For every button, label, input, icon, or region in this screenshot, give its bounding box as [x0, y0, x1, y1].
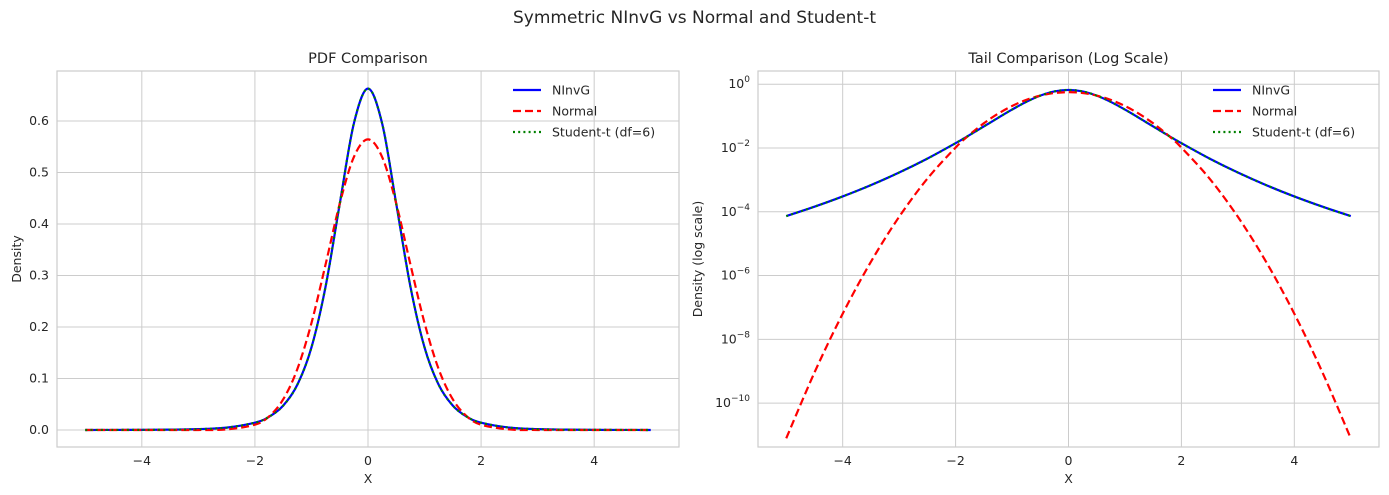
series-line-ninvg — [785, 88, 1352, 218]
y-tick-base: 10 — [721, 331, 737, 346]
legend-label: Normal — [1252, 104, 1297, 119]
x-tick-label: 2 — [1177, 453, 1185, 468]
x-tick-label: 2 — [477, 453, 485, 468]
x-axis-label: X — [1064, 471, 1073, 486]
y-tick-exponent: −4 — [737, 203, 751, 213]
y-tick-label: 10−8 — [721, 330, 750, 346]
y-tick-label: 0.0 — [29, 422, 49, 437]
x-tick-label: 0 — [1065, 453, 1073, 468]
y-tick-label: 0.6 — [29, 113, 49, 128]
x-tick-label: −4 — [133, 453, 151, 468]
y-tick-exponent: −2 — [737, 139, 750, 149]
y-tick-label: 0.2 — [29, 319, 49, 334]
y-tick-base: 10 — [715, 395, 731, 410]
y-tick-exponent: 0 — [744, 75, 750, 85]
y-tick-base: 10 — [721, 140, 737, 155]
x-tick-label: 4 — [1290, 453, 1298, 468]
legend-label: NInvG — [1252, 83, 1290, 98]
y-tick-exponent: −6 — [737, 267, 751, 277]
y-tick-exponent: −8 — [737, 330, 751, 340]
x-axis-label: X — [364, 471, 373, 486]
legend: NInvG Normal Student-t (df=6) — [1213, 83, 1355, 140]
y-axis-label: Density (log scale) — [690, 201, 705, 318]
legend-label: Normal — [552, 104, 597, 119]
y-tick-label: 10−2 — [721, 139, 750, 155]
y-tick-exponent: −10 — [731, 394, 750, 404]
legend: NInvG Normal Student-t (df=6) — [513, 83, 655, 140]
y-tick-base: 10 — [721, 268, 737, 283]
series-line-ninvg — [85, 87, 651, 432]
series-line-normal — [85, 138, 651, 432]
y-tick-label: 100 — [728, 75, 750, 91]
y-tick-label: 0.1 — [29, 370, 49, 385]
chart-title: PDF Comparison — [308, 51, 428, 67]
x-tick-label: −2 — [246, 453, 264, 468]
legend-label: NInvG — [552, 83, 590, 98]
axes-frame — [56, 70, 680, 448]
y-tick-label: 10−10 — [715, 394, 750, 410]
x-tick-label: 4 — [590, 453, 598, 468]
y-tick-label: 0.3 — [29, 267, 49, 282]
y-tick-label: 10−6 — [721, 267, 750, 283]
y-tick-label: 10−4 — [721, 203, 750, 219]
y-tick-label: 0.5 — [29, 164, 49, 179]
y-tick-label: 0.4 — [29, 216, 49, 231]
legend-label: Student-t (df=6) — [552, 125, 655, 140]
y-tick-base: 10 — [721, 204, 737, 219]
axes-frame — [757, 70, 1380, 448]
chart-1: −4 −2 0 2 4 0.0 0.1 0.2 0.3 0.4 0.5 0.6 PDF Comparis… — [9, 51, 680, 486]
x-tick-label: 0 — [364, 453, 372, 468]
x-tick-label: −4 — [833, 453, 851, 468]
figure-title: Symmetric NInvG vs Normal and Student-t — [512, 8, 877, 28]
chart-title: Tail Comparison (Log Scale) — [967, 51, 1168, 67]
y-tick-base: 10 — [728, 76, 744, 91]
legend-label: Student-t (df=6) — [1252, 125, 1355, 140]
y-axis-label: Density — [9, 235, 24, 283]
x-tick-label: −2 — [946, 453, 964, 468]
